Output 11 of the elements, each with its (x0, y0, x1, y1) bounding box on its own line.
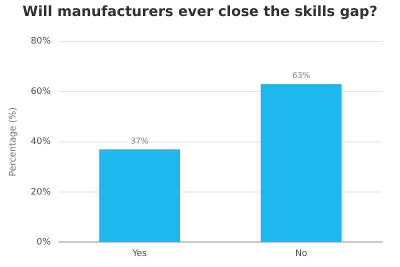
data-label: 63% (292, 71, 310, 80)
y-tick-label: 40% (30, 137, 52, 148)
data-label: 37% (130, 136, 149, 146)
y-tick-label: 0% (36, 238, 52, 248)
chart-title: Will manufacturers ever close the skills gap? (22, 4, 378, 20)
x-tick-label: Yes (131, 248, 148, 259)
y-tick-label: 80% (30, 36, 52, 47)
y-tick-label: 60% (30, 86, 52, 97)
y-tick-label: 20% (30, 187, 52, 198)
x-tick-label: No (295, 248, 308, 259)
y-axis-title: Percentage (%) (8, 107, 19, 176)
